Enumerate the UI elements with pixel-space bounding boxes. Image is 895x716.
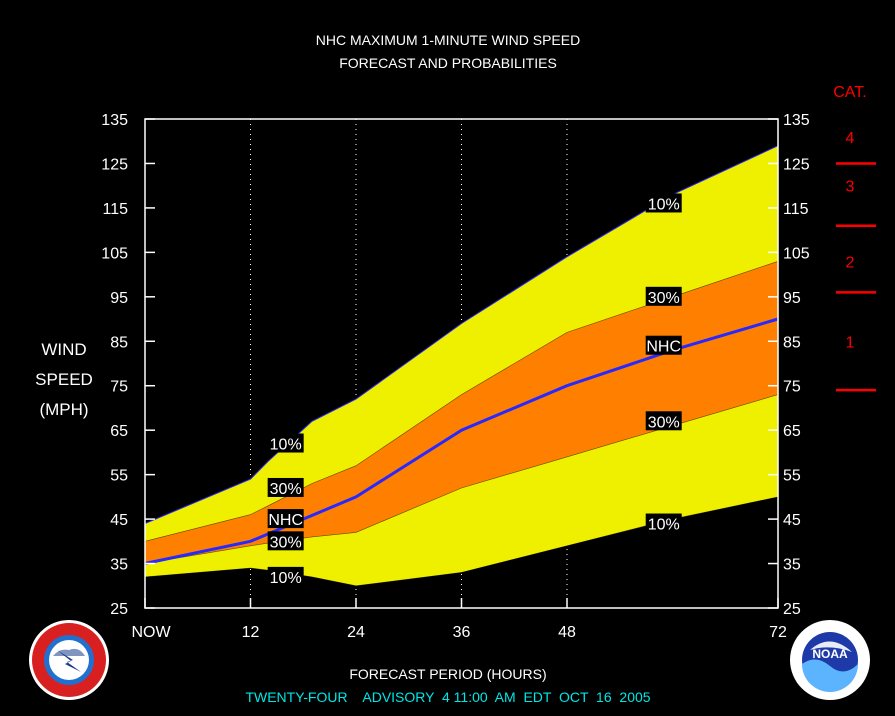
- x-tick-label: 48: [558, 624, 576, 641]
- y-axis-label-line1: WIND: [41, 340, 86, 359]
- band-label-bg: [645, 335, 682, 355]
- line-lower-30: [144, 394, 779, 564]
- y-tick-label-right: 25: [783, 601, 801, 618]
- band-label: NHC: [267, 509, 304, 529]
- y-tick-label-left: 115: [102, 201, 128, 218]
- band-label: 10%: [267, 566, 304, 587]
- y-axis-label-line2: SPEED: [35, 370, 93, 389]
- line-upper-10-edge: [144, 145, 779, 524]
- band-label-text: NHC: [646, 339, 681, 356]
- band-label: 10%: [645, 193, 682, 213]
- y-tick-label-left: 135: [101, 112, 128, 129]
- band-label-text: NHC: [268, 512, 303, 529]
- y-tick-label-right: 65: [783, 423, 801, 440]
- category-scale: CAT. 4 3 2 1: [833, 84, 876, 392]
- band-label-bg: [645, 513, 682, 533]
- band-label-bg: [267, 477, 304, 497]
- y-tick-label-left: 25: [110, 601, 128, 618]
- band-10-percent: [145, 145, 778, 586]
- advisory-line: TWENTY-FOUR ADVISORY 4 11:00 AM EDT OCT …: [245, 689, 650, 705]
- band-label-text: 30%: [648, 290, 680, 307]
- y-tick-label-left: 45: [110, 512, 128, 529]
- band-label-text: 10%: [270, 570, 302, 587]
- y-tick-label-left: 125: [101, 156, 128, 173]
- y-tick-label-left: 105: [101, 245, 128, 262]
- band-label: 10%: [645, 513, 682, 534]
- x-tick-label: 12: [242, 624, 260, 641]
- band-label: 30%: [267, 477, 304, 498]
- band-label: 30%: [267, 531, 304, 551]
- x-axis-label: FORECAST PERIOD (HOURS): [349, 666, 546, 682]
- y-tick-label-left: 85: [110, 334, 128, 351]
- category-label: 4: [846, 130, 855, 147]
- category-title: CAT.: [833, 84, 866, 101]
- chart-title: NHC MAXIMUM 1-MINUTE WIND SPEED: [316, 32, 580, 48]
- x-tick-label: 24: [347, 624, 365, 641]
- category-label: 1: [846, 334, 855, 351]
- band-label-bg: [645, 193, 682, 213]
- category-label: 3: [846, 179, 855, 196]
- nws-logo: [29, 620, 109, 700]
- band-label-text: 30%: [270, 534, 302, 551]
- y-tick-label-left: 55: [110, 468, 128, 485]
- noaa-logo: NOAA: [790, 620, 870, 700]
- y-tick-label-left: 35: [110, 557, 128, 574]
- y-tick-label-right: 135: [783, 112, 810, 129]
- y-tick-label-right: 105: [783, 245, 810, 262]
- plot-area: 25 25 35 35 45 45 55 55 65 65 75 75 85 85 95 95 105 105 11…: [101, 112, 810, 641]
- band-label-text: 30%: [648, 414, 680, 431]
- noaa-logo-text: NOAA: [812, 647, 848, 661]
- y-tick-label-right: 95: [783, 290, 801, 307]
- band-label-bg: [267, 531, 304, 551]
- line-lower-10: [144, 496, 779, 587]
- chart-subtitle: FORECAST AND PROBABILITIES: [339, 55, 557, 71]
- y-tick-label-right: 115: [783, 201, 809, 218]
- band-label-text: 10%: [270, 437, 302, 454]
- band-label-text: 10%: [648, 196, 680, 213]
- band-label: 10%: [267, 433, 304, 454]
- band-label: 30%: [645, 411, 682, 431]
- band-label: NHC: [645, 335, 682, 356]
- y-tick-label-left: 75: [110, 379, 128, 396]
- y-tick-label-left: 65: [110, 423, 128, 440]
- y-tick-label-right: 85: [783, 334, 801, 351]
- band-label-text: 30%: [270, 481, 302, 498]
- x-tick-label: 36: [453, 624, 471, 641]
- y-tick-label-right: 35: [783, 557, 801, 574]
- y-tick-label-left: 95: [110, 290, 128, 307]
- line-upper-30: [144, 261, 779, 542]
- y-axis-label: WIND SPEED (MPH): [35, 340, 93, 419]
- band-label-bg: [267, 566, 304, 586]
- band-label-text: 10%: [648, 517, 680, 534]
- y-tick-label-right: 55: [783, 468, 801, 485]
- band-label-bg: [645, 411, 682, 431]
- band-label-bg: [267, 433, 304, 453]
- band-label-bg: [267, 509, 304, 529]
- category-label: 2: [846, 254, 855, 271]
- band-label: 30%: [645, 286, 682, 307]
- y-tick-label-right: 125: [783, 156, 810, 173]
- x-tick-label: 72: [769, 624, 787, 641]
- y-tick-label-right: 45: [783, 512, 801, 529]
- y-tick-label-right: 75: [783, 379, 801, 396]
- band-label-bg: [645, 286, 682, 306]
- y-axis-label-line3: (MPH): [39, 400, 88, 419]
- x-tick-label: NOW: [131, 624, 171, 641]
